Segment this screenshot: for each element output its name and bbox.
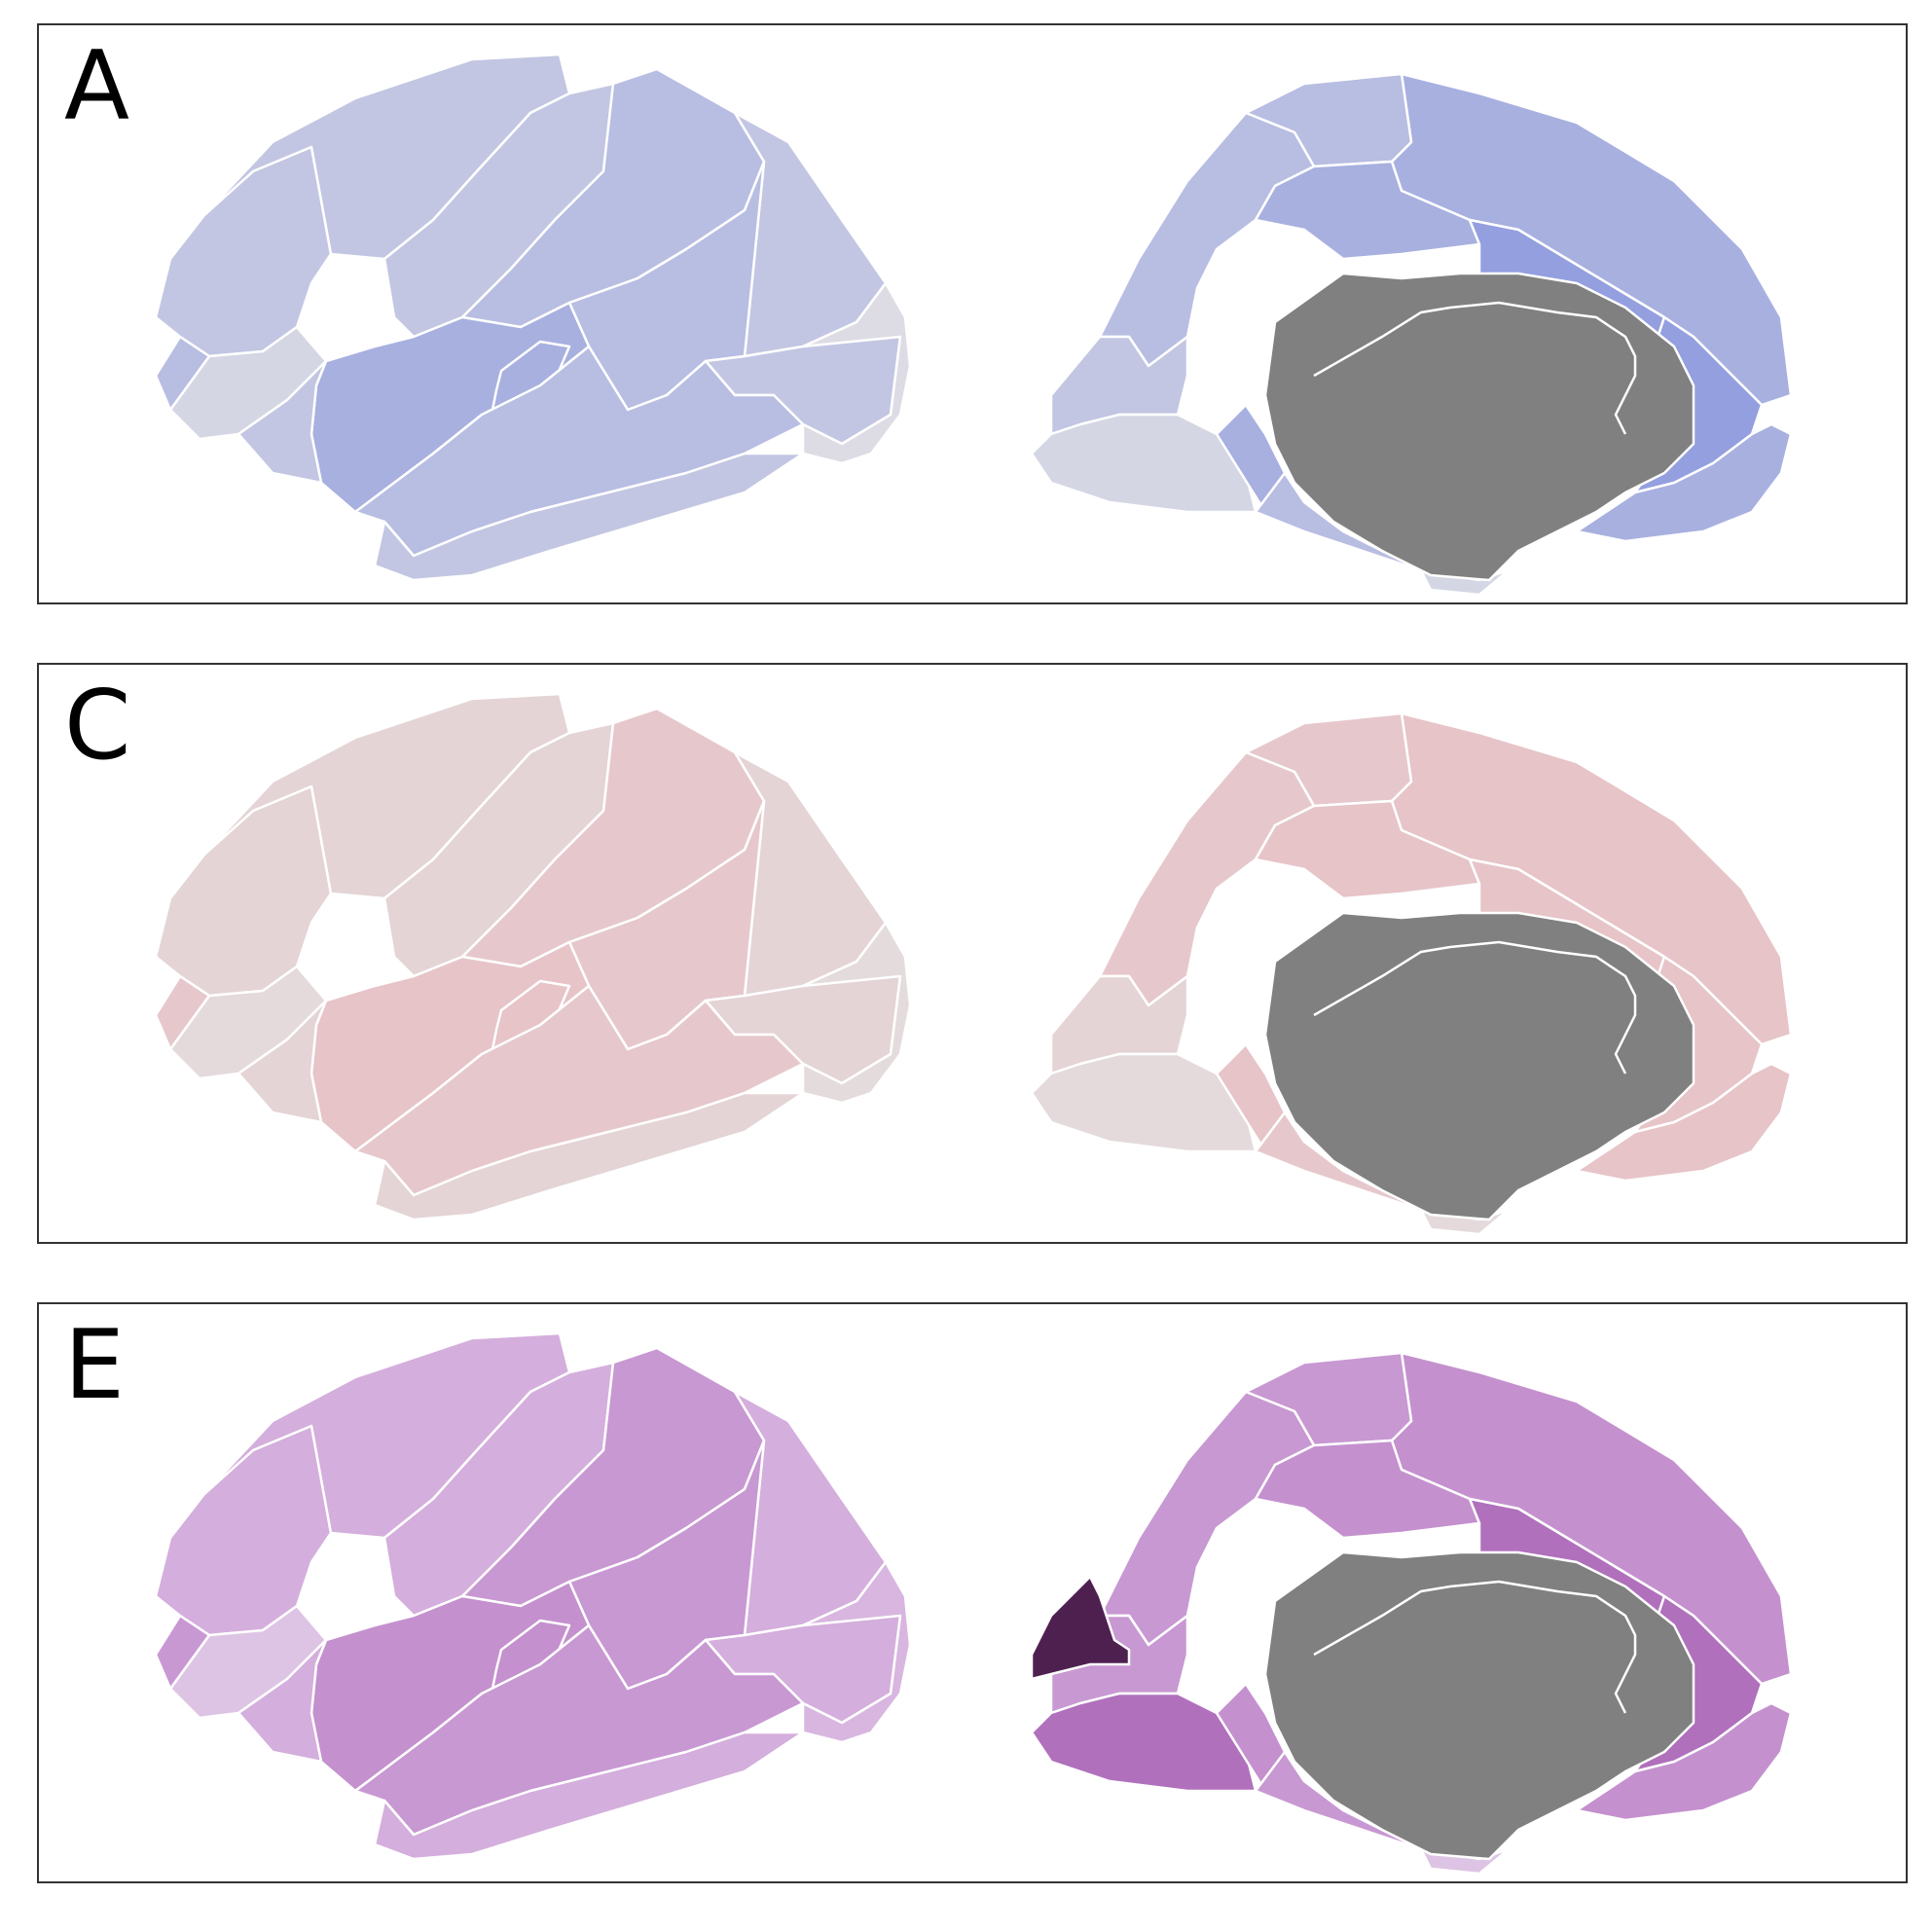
medial-view [1030, 711, 1793, 1236]
region-lateral-orbitofrontal [154, 974, 211, 1051]
panel-letter: C [64, 671, 131, 782]
region-isthmus-cingulate [1215, 403, 1287, 514]
panel-e: E [37, 1302, 1908, 1883]
panel-letter: E [64, 1310, 125, 1421]
region-medial-wall [1263, 272, 1695, 582]
lateral-view [154, 1331, 912, 1861]
region-pars-orbitalis [237, 359, 328, 485]
region-isthmus-cingulate [1215, 1682, 1287, 1793]
panel-a: A [37, 23, 1908, 604]
region-lingual [1030, 1052, 1258, 1153]
region-inferior-temporal [373, 452, 805, 582]
region-lateral-orbitofrontal [154, 335, 211, 412]
panel-letter: A [64, 31, 130, 142]
region-medial-orbitofrontal [1575, 1062, 1793, 1183]
region-medial-wall [1263, 1550, 1695, 1861]
region-pericalcarine-highlight [1030, 1574, 1131, 1681]
panel-c: C [37, 663, 1908, 1244]
region-medial-orbitofrontal [1575, 422, 1793, 543]
brain-views-c [154, 692, 1793, 1236]
lateral-view [154, 53, 912, 582]
brain-views-e [154, 1331, 1793, 1876]
region-lingual [1030, 1692, 1258, 1793]
callosal-contour [1313, 940, 1637, 1075]
region-medial-wall [1263, 911, 1695, 1221]
callosal-contour [1313, 301, 1637, 435]
brain-views-a [154, 53, 1793, 597]
region-lateral-occipital [801, 281, 912, 465]
region-lateral-occipital [801, 921, 912, 1105]
region-inferior-temporal [373, 1731, 805, 1861]
region-inferior-temporal [373, 1091, 805, 1221]
region-lingual [1030, 413, 1258, 514]
region-medial-orbitofrontal [1575, 1701, 1793, 1822]
region-lateral-occipital [801, 1560, 912, 1744]
region-lateral-orbitofrontal [154, 1614, 211, 1691]
lateral-view [154, 692, 912, 1221]
callosal-contour [1313, 1580, 1637, 1714]
region-pars-orbitalis [237, 1638, 328, 1764]
medial-view [1030, 1351, 1793, 1876]
region-pars-orbitalis [237, 999, 328, 1124]
medial-view [1030, 72, 1793, 597]
region-isthmus-cingulate [1215, 1042, 1287, 1153]
